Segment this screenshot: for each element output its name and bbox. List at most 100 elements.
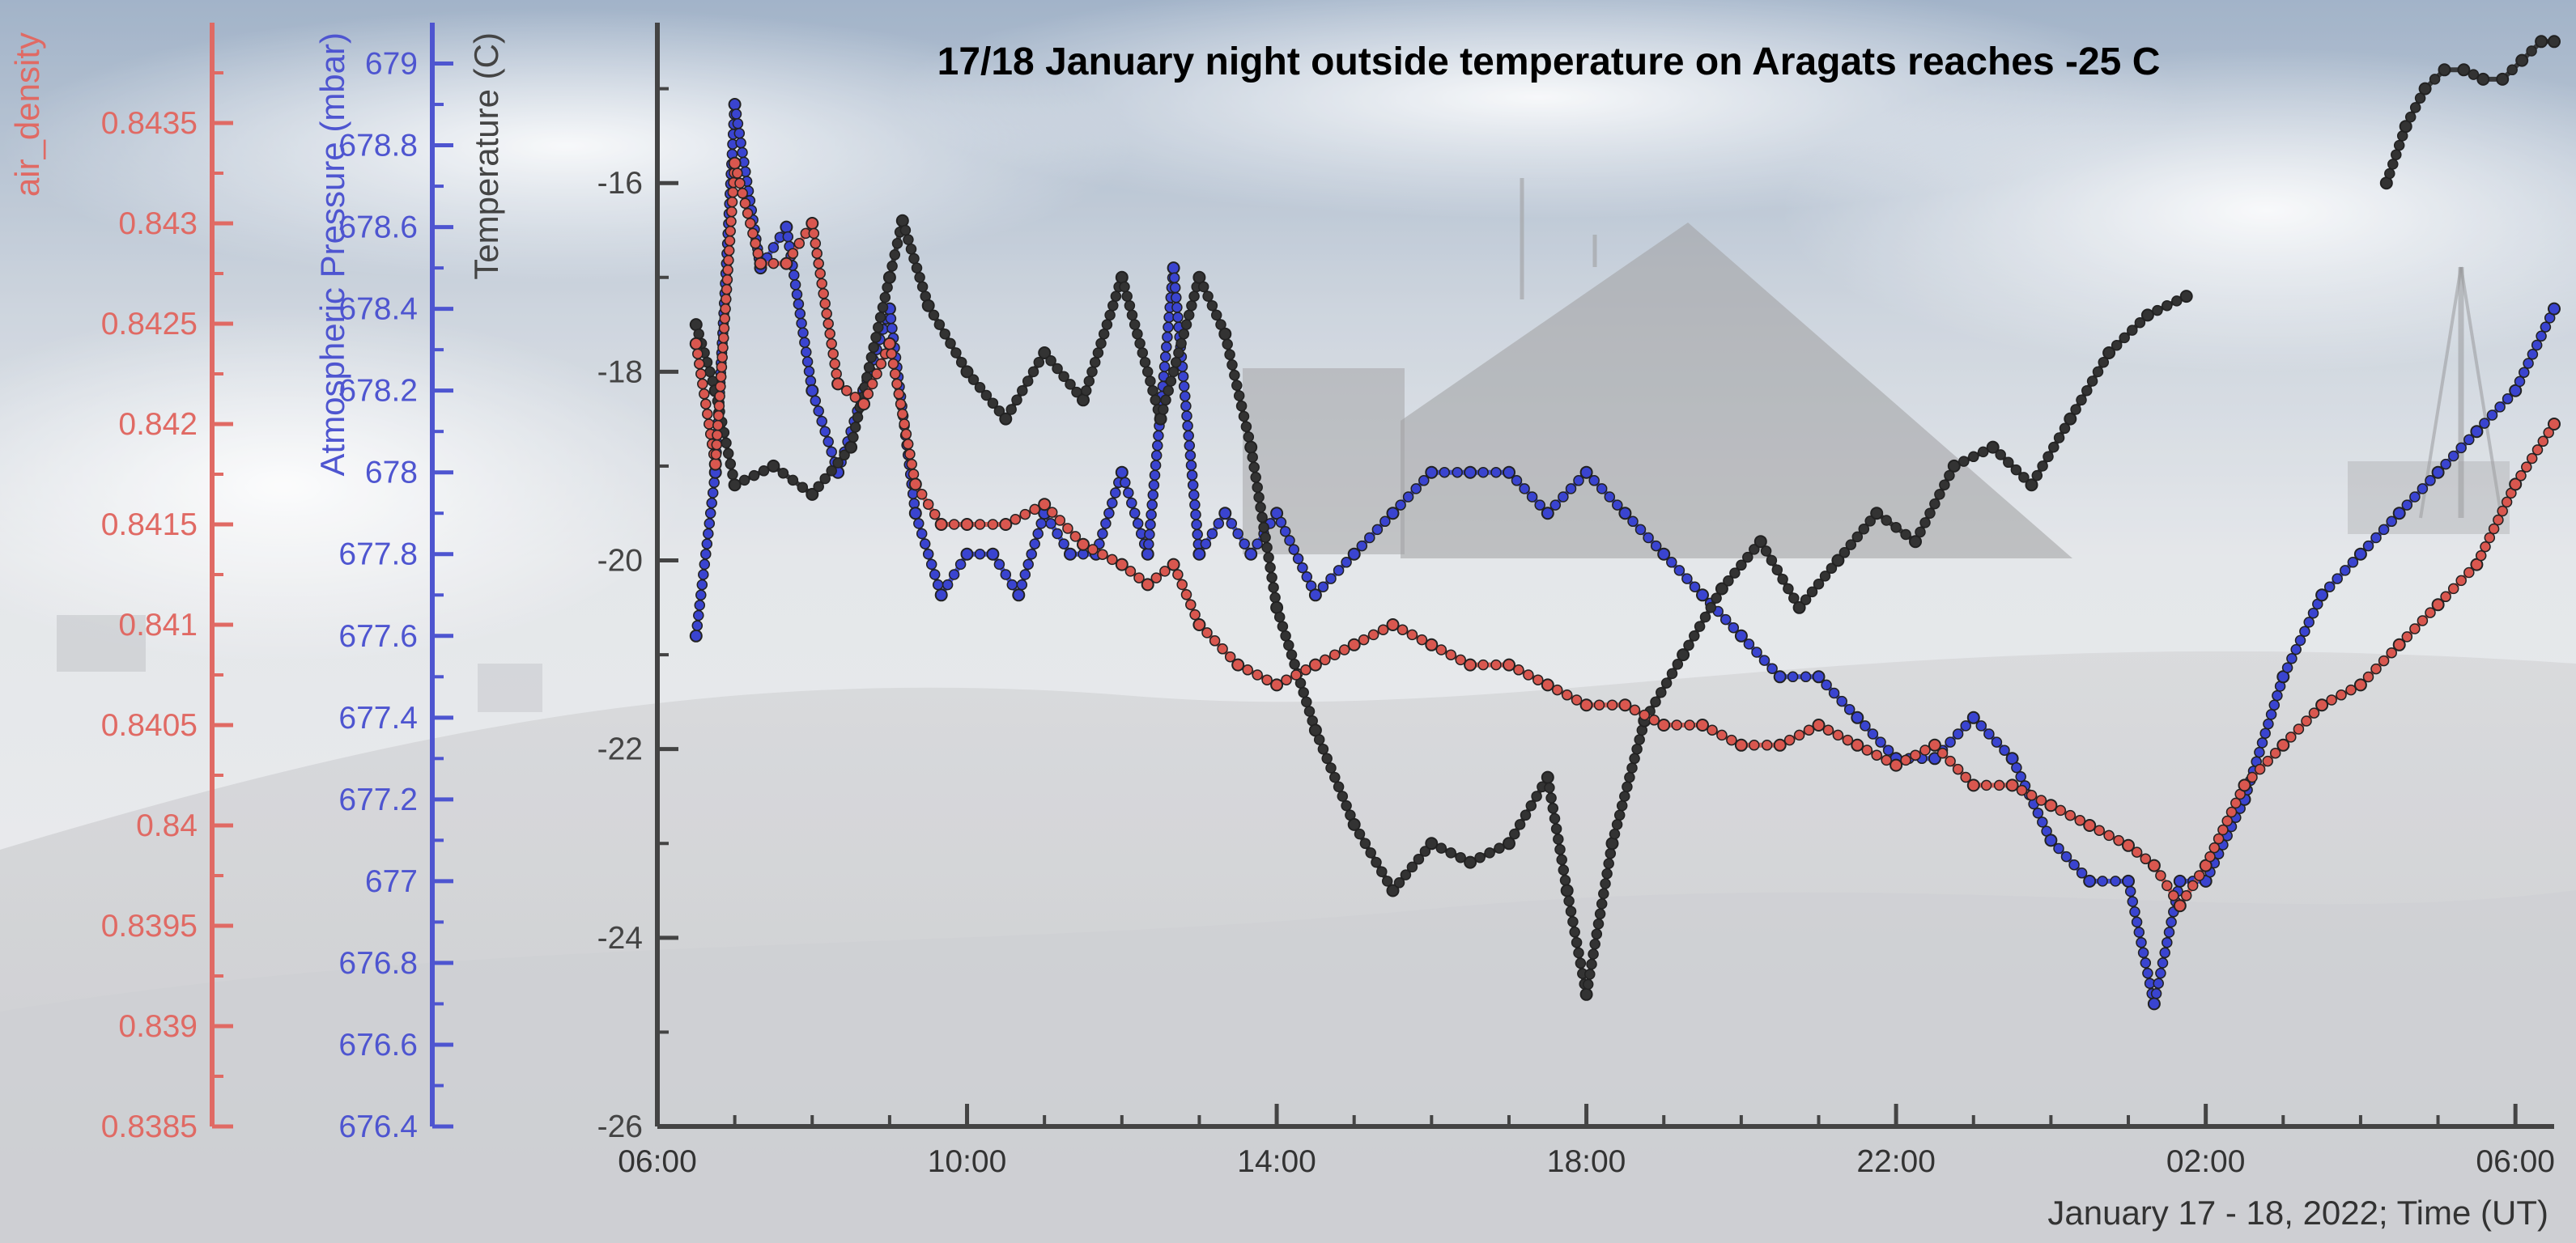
series-density-3 [689, 156, 2561, 913]
series-marker [706, 497, 717, 509]
data-point [767, 459, 780, 473]
series-marker [1851, 531, 1864, 543]
series-marker [889, 249, 901, 261]
series-marker [1919, 517, 1931, 528]
series-marker [1224, 651, 1236, 663]
y-axis-title-density: air_density [8, 32, 46, 197]
data-point [1986, 440, 2000, 454]
series-marker [716, 361, 728, 373]
series-marker [899, 224, 912, 236]
series-marker [1445, 847, 1456, 859]
series-marker [767, 257, 780, 269]
series-marker [1993, 779, 2005, 791]
series-marker [1121, 291, 1133, 302]
data-point [1154, 412, 1167, 426]
series-marker [1209, 635, 1221, 647]
series-marker [877, 302, 889, 313]
series-marker [2417, 483, 2429, 494]
series-marker [2086, 375, 2098, 387]
series-marker [1035, 518, 1047, 529]
series-marker [2501, 496, 2513, 508]
series-marker [905, 244, 917, 255]
data-point [1618, 698, 1632, 712]
series-marker [727, 469, 738, 481]
data-point [934, 518, 948, 531]
series-marker [1900, 754, 1911, 766]
series-marker [2131, 916, 2143, 928]
data-point [1386, 618, 1400, 631]
series-marker [721, 274, 733, 286]
series-marker [1707, 724, 1718, 736]
data-point [1064, 547, 1077, 561]
series-marker [1317, 581, 1329, 592]
series-marker [908, 252, 920, 265]
series-marker [1213, 518, 1225, 529]
y-axis-title-temperature: Temperature (C) [467, 32, 505, 280]
series-temperature-1 [2379, 35, 2561, 190]
series-marker [885, 312, 897, 325]
series-marker [1172, 569, 1184, 580]
series-marker [1098, 328, 1110, 340]
series-marker [1297, 562, 1308, 574]
data-point [1792, 600, 1806, 614]
data-point [1579, 465, 1593, 479]
series-marker [1146, 509, 1157, 520]
series-marker [716, 351, 728, 363]
series-marker [980, 389, 993, 401]
x-axis: 06:00 10:00 14:00 18:00 22:00 02:00 06:00 [618, 1104, 2555, 1179]
series-marker [1589, 938, 1600, 950]
series-marker [808, 227, 820, 240]
series-marker [1588, 948, 1599, 960]
series-marker [1728, 622, 1740, 634]
series-marker [1147, 489, 1159, 501]
series-marker [1100, 518, 1112, 529]
data-point [1115, 558, 1129, 571]
series-marker [1571, 694, 1583, 706]
series-marker [865, 351, 878, 363]
series-marker [1547, 803, 1559, 814]
series-marker [699, 558, 711, 571]
series-marker [700, 398, 712, 409]
series-marker [2404, 111, 2417, 123]
data-point [2418, 82, 2432, 95]
data-point [1270, 600, 1284, 614]
series-marker [1545, 792, 1557, 804]
series-marker [715, 380, 726, 392]
series-marker [2150, 988, 2162, 999]
data-point [728, 478, 742, 492]
x-tick-label: 02:00 [2166, 1144, 2246, 1179]
series-marker [1197, 281, 1209, 293]
series-marker [1150, 460, 1162, 471]
data-point [1851, 711, 1864, 724]
data-point [1464, 465, 1477, 479]
data-point [1464, 855, 1477, 869]
series-marker [789, 279, 801, 291]
series-marker [2043, 451, 2054, 463]
series-marker [2515, 470, 2527, 482]
series-marker [1029, 538, 1040, 549]
data-point [728, 98, 742, 111]
series-marker [1519, 483, 1530, 494]
series-marker [1604, 491, 1616, 503]
data-point [908, 507, 922, 520]
series-marker [1643, 532, 1654, 544]
series-marker [739, 197, 751, 209]
series-marker [2486, 409, 2498, 421]
series-marker [1180, 319, 1192, 330]
series-marker [2519, 367, 2530, 378]
series-marker [1711, 592, 1722, 604]
data-point [882, 337, 896, 350]
series-marker [1800, 594, 1812, 605]
series-marker [1103, 507, 1115, 519]
series-marker [831, 368, 842, 380]
series-marker [1689, 581, 1701, 592]
series-marker [2230, 797, 2242, 809]
series-marker [717, 342, 729, 354]
series-marker [793, 238, 806, 249]
series-marker [1239, 538, 1250, 549]
series-marker [1544, 782, 1555, 794]
series-marker [821, 308, 832, 320]
series-marker [2294, 634, 2306, 647]
series-marker [908, 469, 920, 480]
series-marker [2074, 815, 2086, 826]
